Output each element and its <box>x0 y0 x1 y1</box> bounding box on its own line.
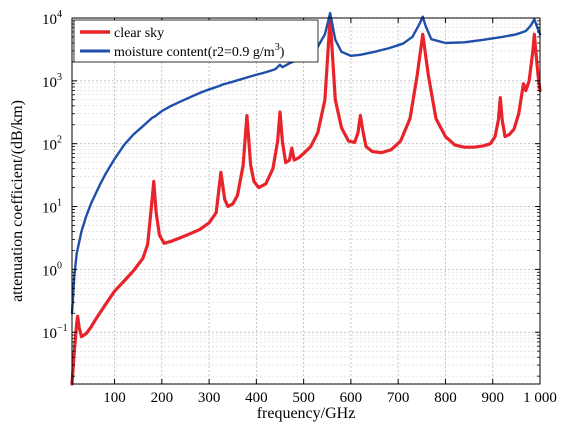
y-tick-label-exponent: 1 <box>57 198 62 209</box>
y-tick-label-base: 10 <box>42 138 57 154</box>
y-tick-label: 104 <box>42 9 62 28</box>
x-axis-label: frequency/GHz <box>257 405 356 422</box>
x-tick-label: 400 <box>245 390 268 406</box>
y-tick-label: 102 <box>42 135 62 154</box>
y-tick-label-exponent: 0 <box>57 260 62 271</box>
y-tick-label-base: 10 <box>42 75 57 91</box>
grid <box>72 17 541 384</box>
legend-label-moisture-exp: 3 <box>275 42 280 53</box>
x-tick-label: 300 <box>198 390 221 406</box>
x-tick-label: 100 <box>103 390 126 406</box>
x-tick-label: 600 <box>340 390 363 406</box>
y-tick-label-exponent: −1 <box>57 323 68 334</box>
x-tick-label: 200 <box>151 390 174 406</box>
y-tick-label-exponent: 3 <box>57 72 62 83</box>
y-tick-label: 100 <box>42 260 62 279</box>
legend-label-moisture-suffix: ) <box>280 45 285 60</box>
x-tick-label: 500 <box>292 390 315 406</box>
plot-area-frame <box>71 17 541 385</box>
y-tick-label-base: 10 <box>42 326 57 342</box>
y-tick-label-base: 10 <box>42 263 57 279</box>
y-tick-label: 101 <box>42 198 62 217</box>
x-tick-label: 900 <box>481 390 504 406</box>
legend-label-clear-sky: clear sky <box>114 26 164 41</box>
y-tick-label: 10−1 <box>42 323 68 342</box>
y-tick-label-exponent: 2 <box>57 135 62 146</box>
series-line-moisture-content <box>70 11 542 315</box>
y-axis-label: attenuation coefficient/(dB/km) <box>9 100 26 302</box>
x-tick-label: 1 000 <box>523 390 557 406</box>
legend: clear sky moisture content(r2=0.9 g/m3) <box>73 19 319 63</box>
legend-label-moisture-content: moisture content(r2=0.9 g/m3) <box>114 42 285 60</box>
series-line-clear-sky <box>70 16 542 386</box>
series-layer <box>70 11 542 386</box>
x-tick-label: 700 <box>387 390 410 406</box>
y-tick-label: 103 <box>42 72 62 91</box>
y-tick-label-base: 10 <box>42 201 57 217</box>
x-tick-labels: 100 200 300 400 500 600 700 800 900 1 000 <box>103 390 557 406</box>
legend-box <box>73 19 319 63</box>
y-tick-label-base: 10 <box>42 12 57 28</box>
legend-label-moisture-prefix: moisture content(r2=0.9 g/m <box>114 45 275 60</box>
ticks <box>72 17 541 384</box>
y-tick-label-exponent: 4 <box>57 9 62 20</box>
x-tick-label: 800 <box>434 390 457 406</box>
